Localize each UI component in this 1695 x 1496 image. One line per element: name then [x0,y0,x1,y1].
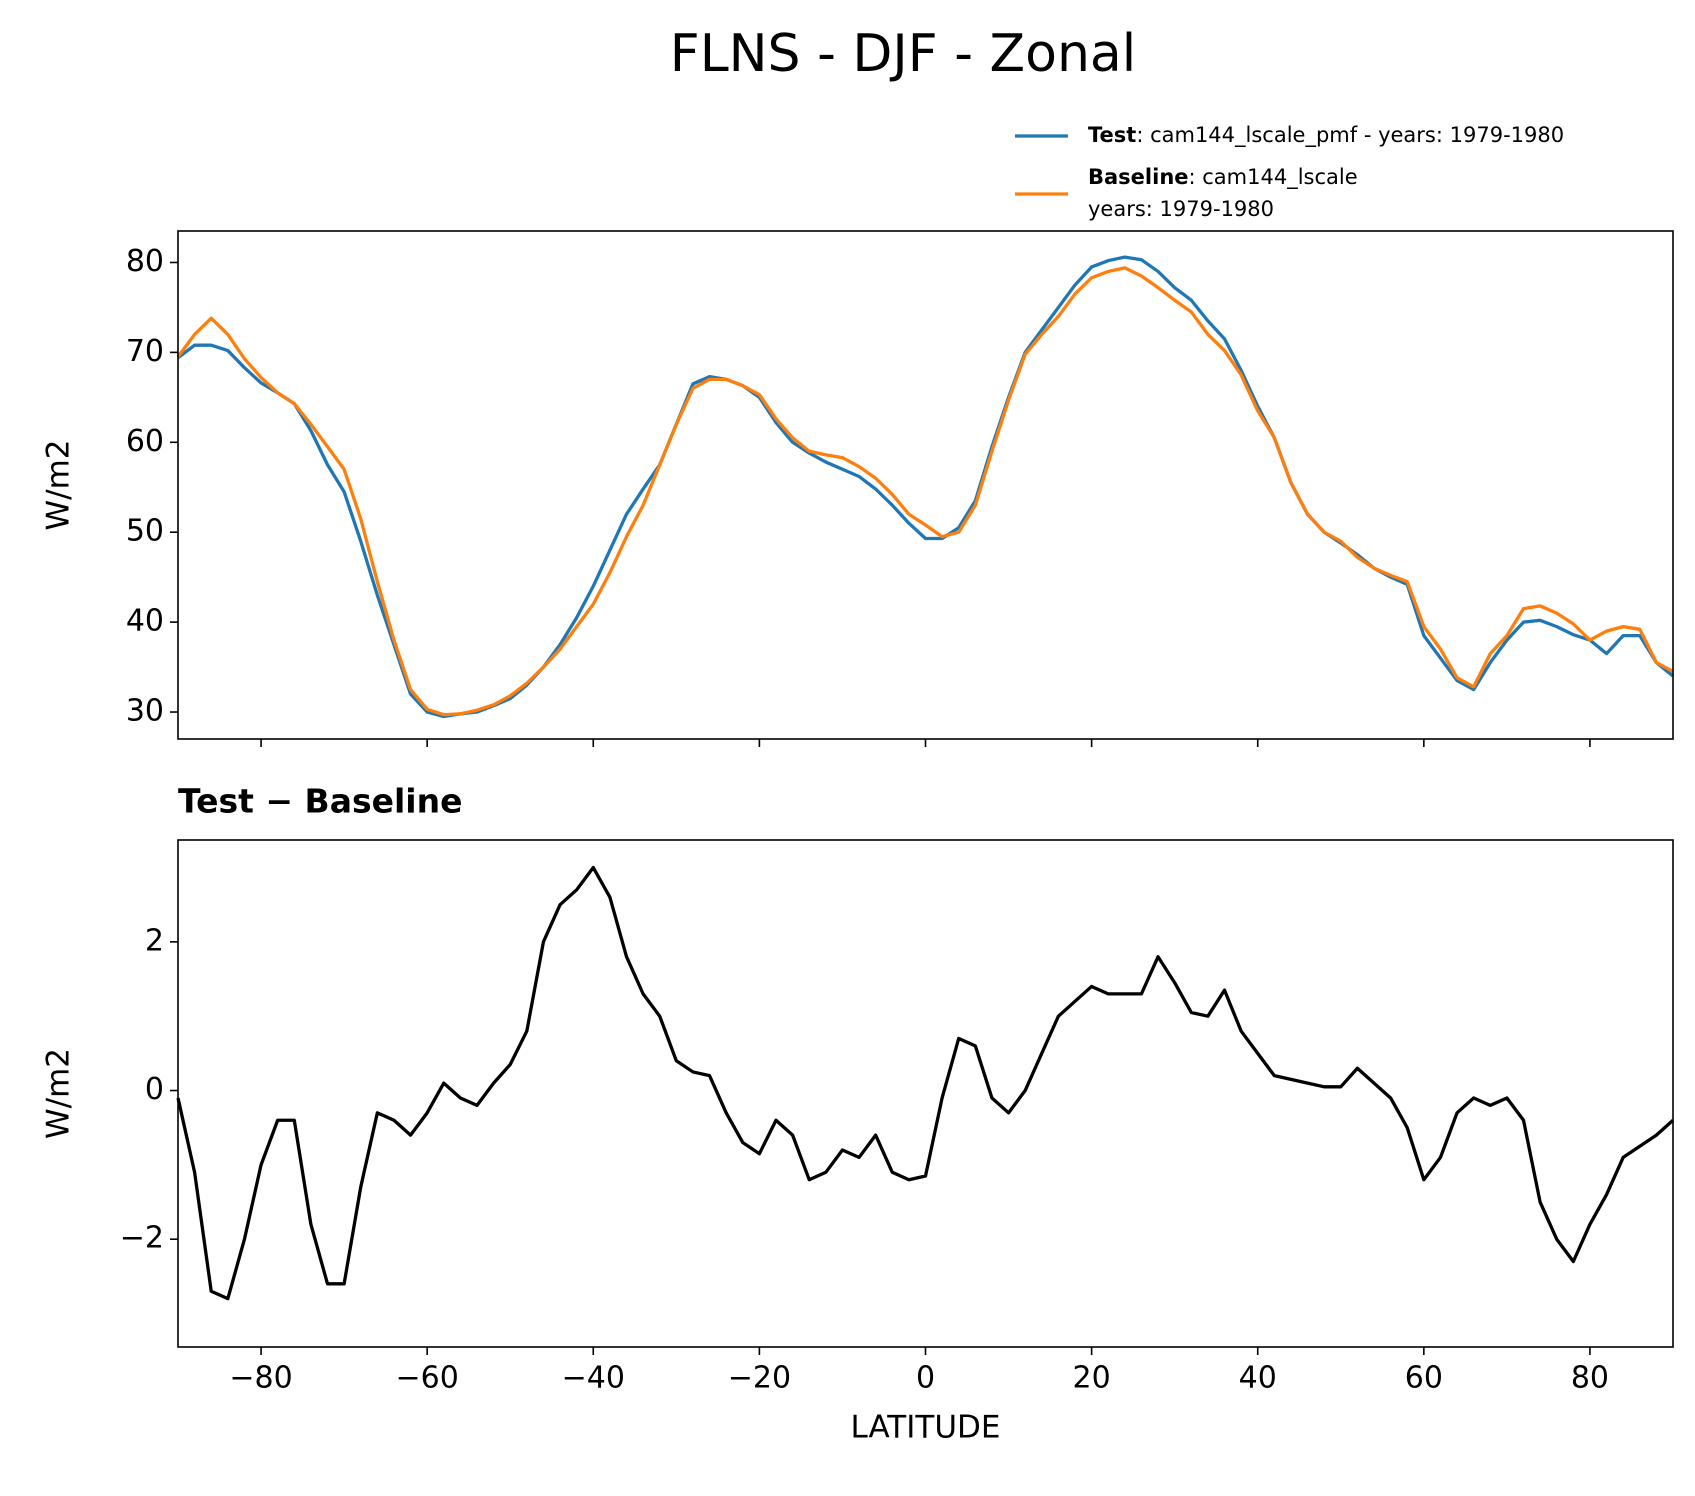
x-tick-label: −20 [728,1361,791,1396]
data-line [177,255,1675,719]
y-tick-label: 60 [126,424,164,459]
y-tick-label: 2 [145,923,164,958]
y-tick-label: 70 [126,334,164,369]
y-tick-label: 40 [126,604,164,639]
legend-label: Baseline: cam144_lscale [1088,165,1358,190]
x-tick-label: 60 [1405,1361,1443,1396]
y-tick-label: 80 [126,244,164,279]
y-tick-label: 0 [145,1072,164,1107]
legend-detail: years: 1979-1980 [1088,197,1274,221]
x-tick-label: −40 [562,1361,625,1396]
y-axis-label: W/m2 [41,1048,77,1139]
data-line [176,865,1675,1301]
y-tick-label: −2 [120,1221,164,1256]
y-tick-label: 30 [126,694,164,729]
legend-name: Baseline [1088,165,1189,189]
data-line [176,266,1674,717]
subplot-title: Test − Baseline [178,782,463,821]
chart-title: FLNS - DJF - Zonal [670,24,1136,84]
y-tick-label: 50 [126,514,164,549]
x-tick-label: 40 [1239,1361,1277,1396]
x-tick-label: −60 [396,1361,459,1396]
x-tick-label: 80 [1571,1361,1609,1396]
x-tick-label: 0 [916,1361,935,1396]
legend-label: years: 1979-1980 [1088,197,1274,221]
y-axis-label: W/m2 [41,439,77,530]
legend-detail: : cam144_lscale [1189,165,1358,190]
x-tick-label: −80 [229,1361,292,1396]
x-tick-label: 20 [1073,1361,1111,1396]
x-axis-label: LATITUDE [851,1410,1001,1446]
legend-label: Test: cam144_lscale_pmf - years: 1979-19… [1088,123,1564,148]
legend-detail: : cam144_lscale_pmf - years: 1979-1980 [1136,123,1564,148]
legend-name: Test [1088,123,1136,147]
